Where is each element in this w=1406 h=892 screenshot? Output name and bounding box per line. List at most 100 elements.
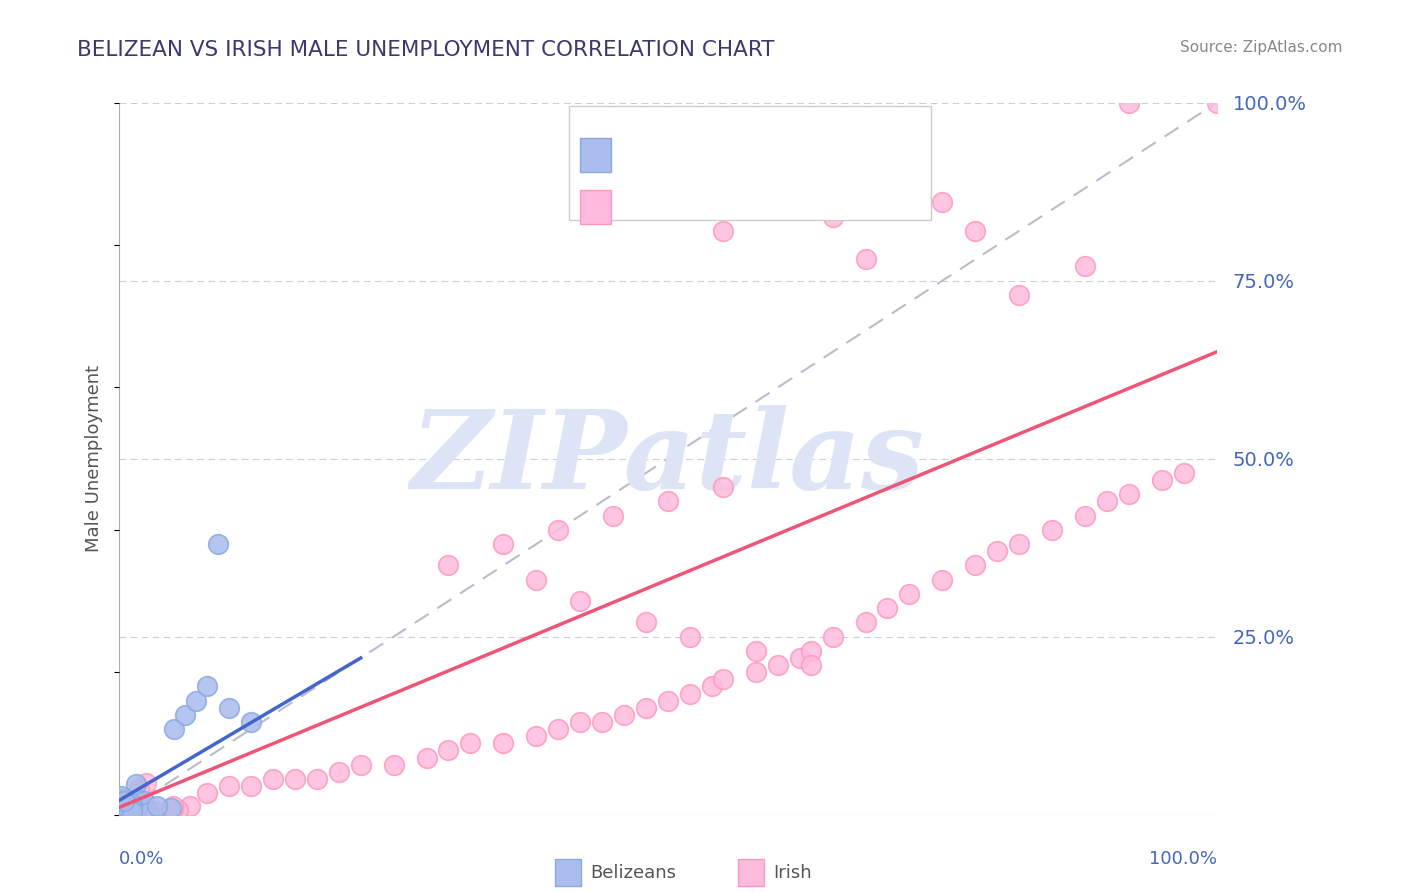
Text: 124: 124 <box>755 197 793 216</box>
Point <box>115 801 138 815</box>
Point <box>437 558 460 573</box>
Point <box>986 544 1008 558</box>
Text: BELIZEAN VS IRISH MALE UNEMPLOYMENT CORRELATION CHART: BELIZEAN VS IRISH MALE UNEMPLOYMENT CORR… <box>77 40 775 60</box>
Point <box>184 694 207 708</box>
Point <box>112 793 135 807</box>
Point <box>134 805 156 819</box>
Point <box>460 736 482 750</box>
Point <box>305 772 328 786</box>
Point <box>114 801 136 815</box>
Point <box>111 806 134 821</box>
Point <box>711 480 734 494</box>
Point <box>127 804 149 818</box>
Point <box>1205 95 1227 110</box>
Point <box>931 573 953 587</box>
Point <box>110 807 132 822</box>
Point <box>112 792 135 806</box>
Point <box>284 772 307 786</box>
Y-axis label: Male Unemployment: Male Unemployment <box>86 365 103 552</box>
Point <box>125 803 148 817</box>
Point <box>111 805 134 819</box>
Point <box>1074 508 1097 523</box>
Point <box>931 195 953 210</box>
Point <box>262 772 284 786</box>
Point <box>127 806 149 821</box>
Point <box>120 801 142 815</box>
Point <box>111 802 134 816</box>
Point <box>115 806 138 821</box>
Point <box>711 673 734 687</box>
Point <box>547 722 569 736</box>
Point <box>492 537 515 551</box>
Point <box>167 803 190 817</box>
Point <box>821 630 844 644</box>
Point <box>142 805 165 819</box>
Point <box>162 799 184 814</box>
Point <box>125 806 148 821</box>
Point <box>634 615 657 630</box>
Text: R = 0.657   N =: R = 0.657 N = <box>620 197 768 216</box>
Point <box>125 793 148 807</box>
Point <box>118 803 141 817</box>
Point <box>121 797 143 812</box>
Text: ZIPatlas: ZIPatlas <box>411 405 925 512</box>
Point <box>437 743 460 757</box>
Point <box>132 806 155 821</box>
Point <box>108 792 131 806</box>
Point <box>766 658 789 673</box>
Point <box>112 805 135 820</box>
Point <box>965 558 987 573</box>
Point <box>162 802 184 816</box>
Point <box>118 803 141 817</box>
Point <box>118 807 141 822</box>
Point <box>700 680 723 694</box>
Point <box>108 795 131 809</box>
Point <box>350 757 373 772</box>
Point <box>112 805 135 820</box>
Point <box>118 799 141 814</box>
Point <box>114 806 136 821</box>
Point <box>112 794 135 808</box>
Text: Irish: Irish <box>773 863 813 881</box>
Point <box>121 800 143 814</box>
Point <box>112 804 135 818</box>
Point <box>569 594 592 608</box>
Point <box>745 644 768 658</box>
Point <box>121 799 143 814</box>
Point <box>711 224 734 238</box>
Point <box>120 803 142 817</box>
Text: R = 0.692   N =: R = 0.692 N = <box>620 146 768 164</box>
Point <box>108 804 131 818</box>
Point <box>602 508 624 523</box>
Point <box>139 806 162 821</box>
Point <box>117 795 139 809</box>
Point <box>124 804 146 818</box>
Point <box>128 781 150 796</box>
Point <box>1173 466 1195 480</box>
Point <box>117 802 139 816</box>
Point <box>115 802 138 816</box>
Point <box>125 805 148 820</box>
Point <box>114 802 136 816</box>
Point <box>112 801 135 815</box>
Point <box>1074 260 1097 274</box>
Point <box>112 807 135 822</box>
Point <box>129 804 152 818</box>
Point <box>745 665 768 680</box>
Point <box>112 794 135 808</box>
Point <box>111 800 134 814</box>
Point <box>117 802 139 816</box>
Point <box>115 806 138 821</box>
Point <box>114 803 136 817</box>
Point <box>122 807 145 822</box>
Point <box>1118 95 1140 110</box>
Point <box>160 801 183 815</box>
Point <box>195 680 218 694</box>
Point <box>547 523 569 537</box>
Point <box>114 803 136 817</box>
Point <box>239 779 262 793</box>
Point <box>111 805 134 820</box>
Point <box>657 494 679 508</box>
Point <box>634 700 657 714</box>
Point <box>110 789 132 804</box>
